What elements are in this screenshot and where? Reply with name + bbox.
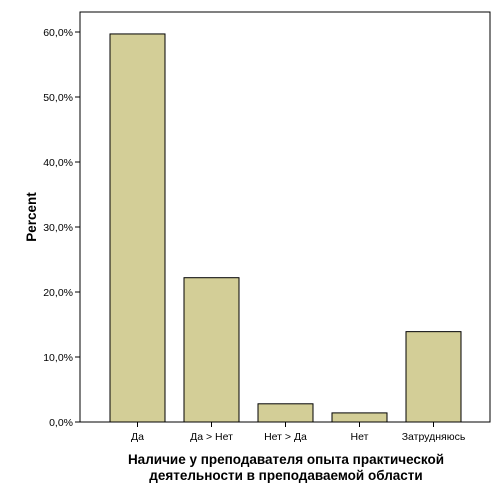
bar: [405, 331, 462, 423]
y-tick-label: 0,0%: [49, 417, 73, 429]
bar: [109, 33, 166, 423]
x-axis: Да Да > Нет Нет > Да Нет Затрудняюсь: [131, 422, 466, 443]
x-axis-title-line-2: деятельности в преподаваемой области: [149, 468, 422, 483]
x-axis-title-line-1: Наличие у преподавателя опыта практическ…: [128, 452, 444, 467]
bar: [183, 277, 240, 423]
x-tick-label: Затрудняюсь: [402, 431, 466, 443]
x-tick-label: Нет > Да: [264, 431, 307, 443]
x-tick-label: Нет: [351, 431, 369, 443]
y-axis-title: Percent: [24, 192, 39, 242]
x-tick-label: Да > Нет: [190, 431, 233, 443]
y-axis: 0,0% 10,0% 20,0% 30,0% 40,0% 50,0% 60,0%: [43, 27, 80, 429]
bar: [257, 403, 314, 423]
y-tick-label: 40,0%: [43, 157, 73, 169]
y-tick-label: 60,0%: [43, 27, 73, 39]
x-tick-label: Да: [131, 431, 144, 443]
y-tick-label: 50,0%: [43, 92, 73, 104]
bar: [331, 412, 388, 423]
y-tick-label: 10,0%: [43, 352, 73, 364]
y-tick-label: 30,0%: [43, 222, 73, 234]
y-tick-label: 20,0%: [43, 287, 73, 299]
